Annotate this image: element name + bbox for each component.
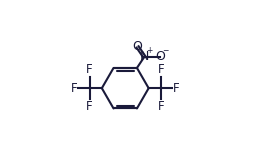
Text: −: − [162,47,168,56]
Text: F: F [173,82,180,95]
Text: +: + [146,46,152,55]
Text: O: O [155,50,165,63]
Text: F: F [158,100,164,113]
Text: F: F [86,64,93,76]
Text: F: F [86,100,93,113]
Text: N: N [140,50,149,63]
Text: F: F [71,82,77,95]
Text: O: O [133,40,142,53]
Text: F: F [158,64,164,76]
